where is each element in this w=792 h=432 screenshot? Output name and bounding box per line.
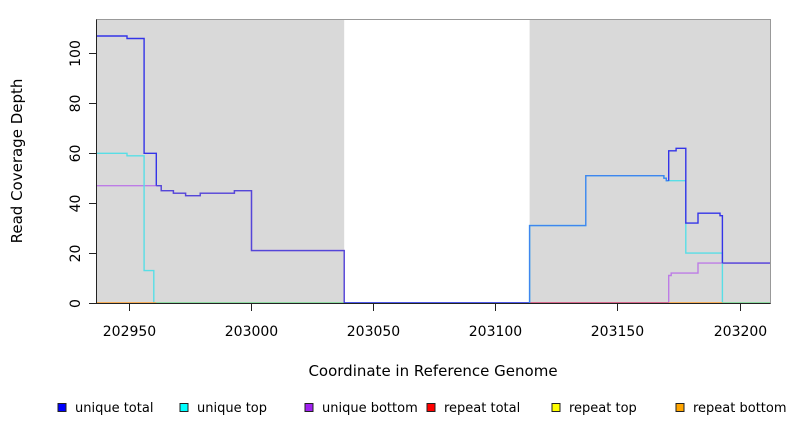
legend-swatch-unique-top (179, 403, 189, 412)
y-axis-title: Read Coverage Depth (8, 79, 26, 244)
legend-label-unique-total: unique total (75, 401, 153, 416)
legend-label-repeat-total: repeat total (444, 401, 520, 416)
legend-swatch-unique-bottom (304, 403, 314, 412)
x-tick-label: 203000 (225, 324, 278, 340)
shaded-region (529, 20, 771, 303)
legend-label-repeat-bottom: repeat bottom (693, 401, 787, 416)
x-tick-label: 203100 (469, 324, 522, 340)
legend-swatch-repeat-top (551, 403, 561, 412)
axes-layer: 202950 203000 203050 203100 203150 203200 0 20 4… (68, 19, 771, 340)
series-line-unique-total (156, 185, 345, 303)
shaded-region (96, 20, 345, 303)
legend-label-repeat-top: repeat top (569, 401, 637, 416)
y-tick-label: 100 (68, 40, 84, 67)
legend-swatch-unique-total (57, 403, 67, 412)
x-tick-label: 203150 (591, 324, 644, 340)
y-tick-label: 80 (68, 95, 84, 113)
x-tick-label: 203050 (347, 324, 400, 340)
series-line-unique-total (668, 147, 724, 264)
legend-swatch-repeat-total (426, 403, 436, 412)
y-tick-label: 0 (68, 299, 84, 308)
legend-swatch-repeat-bottom (675, 403, 685, 412)
series-line-unique-total (96, 35, 157, 186)
x-tick-label: 202950 (103, 324, 156, 340)
x-tick-label: 203200 (714, 324, 767, 340)
series-line-unique-total (528, 175, 669, 303)
plot-background-layer (96, 20, 771, 303)
y-tick-label: 40 (68, 195, 84, 213)
legend: unique total unique top unique bottom repea… (57, 401, 787, 416)
legend-label-unique-bottom: unique bottom (322, 401, 418, 416)
y-tick-label: 20 (68, 245, 84, 263)
x-axis-title: Coordinate in Reference Genome (308, 362, 557, 380)
legend-label-unique-top: unique top (197, 401, 267, 416)
y-tick-label: 60 (68, 145, 84, 163)
